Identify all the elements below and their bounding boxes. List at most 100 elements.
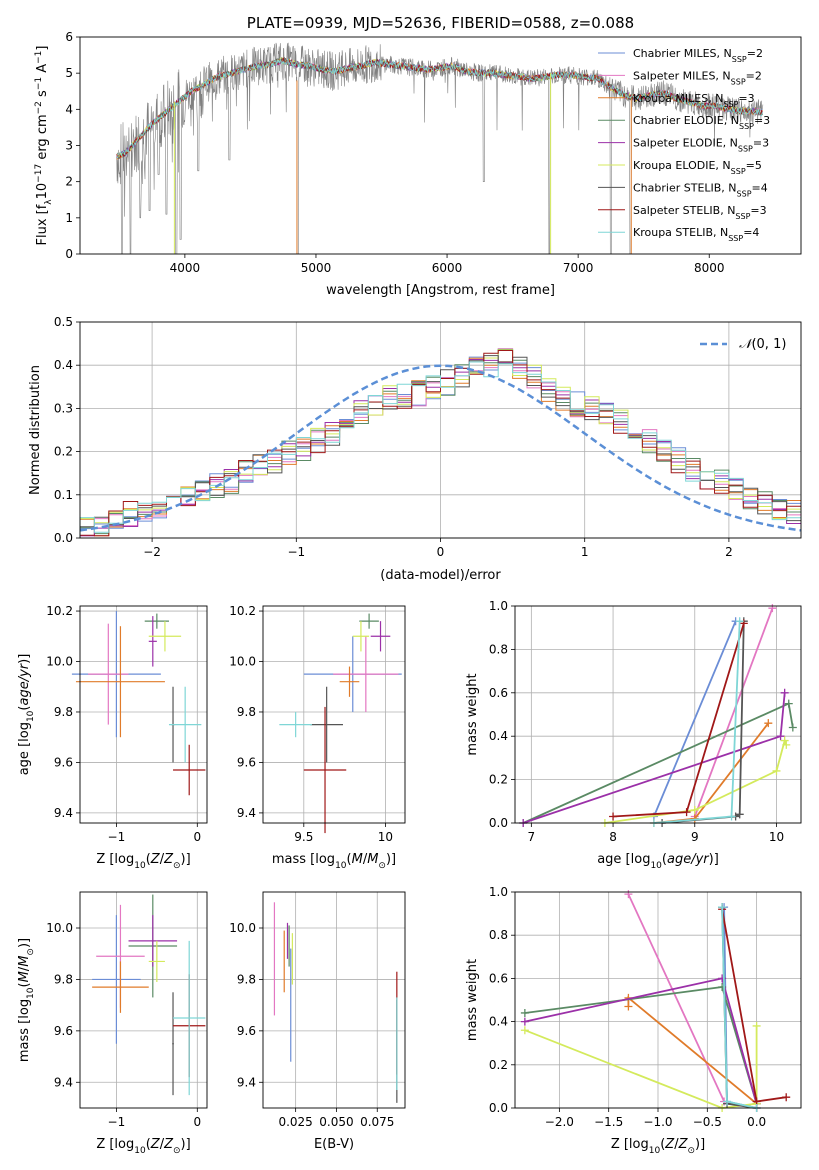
- series-marker: [735, 810, 744, 819]
- x-axis-label-part: (: [662, 852, 667, 867]
- y-tick-label: 9.6: [237, 1024, 256, 1038]
- legend-entry-label: Kroupa ELODIE, N: [633, 159, 731, 172]
- x-axis-label: wavelength [Angstrom, rest frame]: [326, 283, 555, 298]
- y-tick-label: 10.0: [229, 921, 256, 935]
- x-axis-label: age [log10(age/yr)]: [597, 852, 719, 871]
- series-marker: [520, 1008, 529, 1017]
- legend-entry-label: Kroupa STELIB, N: [633, 226, 728, 239]
- legend-entry-count: =4: [743, 226, 759, 239]
- y-axis-label-part: )]: [17, 654, 32, 664]
- legend-entry-count: =4: [752, 181, 768, 194]
- legend-entry-sub: SSP: [723, 99, 738, 108]
- y-axis-label: age [log10(age/yr)]: [17, 654, 36, 776]
- x-axis-label-part: M: [367, 852, 378, 867]
- y-tick-label: 0.0: [489, 816, 508, 830]
- x-axis-label-part: (: [660, 1137, 665, 1152]
- series-marker: [520, 1017, 529, 1026]
- x-tick-label: −2: [143, 545, 161, 559]
- legend-entry-sub: SSP: [728, 234, 743, 243]
- legend-entry: Chabrier STELIB, NSSP=4: [633, 181, 768, 198]
- y-axis-label-part: (: [17, 706, 32, 711]
- legend-entry-label: Kroupa MILES, N: [633, 92, 723, 105]
- x-tick-label: 10: [769, 830, 784, 844]
- x-axis-label-part: (: [146, 1137, 151, 1152]
- series-marker: [752, 1021, 761, 1030]
- y-axis-label-part: −1: [34, 77, 44, 90]
- y-tick-label: 0.1: [54, 488, 73, 502]
- y-tick-label: 3: [65, 139, 73, 153]
- normal-curve: [79, 364, 802, 532]
- spectrum-panel: 4000 5000 6000 7000 8000 0 1 2 3 4 5 6 Chabrier MILE…: [34, 14, 802, 298]
- y-tick-label: 10.2: [46, 604, 73, 618]
- y-tick-label: 0.8: [489, 642, 508, 656]
- series-line: [613, 623, 745, 818]
- y-tick-label: 0.2: [489, 1058, 508, 1072]
- y-tick-label: 2: [65, 175, 73, 189]
- y-axis-label-part: M: [17, 971, 32, 982]
- x-axis-label: Z [log10(Z/Z⊙)]: [96, 1137, 190, 1156]
- series-marker: [780, 736, 789, 745]
- y-axis-label-part: λ: [44, 199, 54, 205]
- legend-entry: Chabrier MILES, NSSP=2: [633, 47, 763, 64]
- series-marker: [782, 740, 791, 749]
- x-axis-label-part: 10: [134, 1146, 146, 1156]
- y-tick-label: 0.2: [489, 773, 508, 787]
- legend-entry-sub: SSP: [739, 122, 754, 131]
- histogram-series: [79, 361, 801, 538]
- x-tick-label: 7000: [563, 261, 594, 275]
- series-marker: [784, 699, 793, 708]
- x-tick-label: 8000: [694, 261, 725, 275]
- legend-entry-args: (0, 1): [751, 337, 786, 352]
- series-line: [721, 909, 787, 1103]
- series-line: [693, 607, 774, 817]
- axes-frame: [79, 321, 802, 539]
- legend-entry: Salpeter ELODIE, NSSP=3: [633, 137, 769, 154]
- x-tick-label: 5000: [301, 261, 332, 275]
- x-tick-label: 2: [725, 545, 733, 559]
- y-axis-label-part: mass [log: [17, 999, 32, 1062]
- y-axis-label-part: )]: [17, 938, 32, 948]
- x-axis-label-part: Z: [678, 1137, 689, 1152]
- x-axis-label: Z [log10(Z/Z⊙)]: [611, 1137, 705, 1156]
- plot-area: [520, 890, 791, 1112]
- mass-vs-extinction-panel: 0.025 0.050 0.075 9.4 9.6 9.8 10.0 E(B-V): [229, 891, 406, 1152]
- y-tick-label: 9.4: [54, 806, 73, 820]
- legend-entry-count: =3: [753, 137, 769, 150]
- series-marker: [780, 688, 789, 697]
- y-axis-label-part: erg cm: [35, 114, 50, 163]
- x-axis-label-part: ⊙: [378, 861, 386, 871]
- y-tick-label: 6: [65, 30, 73, 44]
- series-marker: [682, 808, 691, 817]
- x-tick-label: 0: [193, 830, 201, 844]
- axes-frame: [514, 891, 802, 1109]
- y-tick-label: 0.0: [54, 531, 73, 545]
- age-vs-metallicity-panel: −1 09.49.69.810.010.2Z [log10(Z/Z⊙)]age […: [17, 604, 208, 871]
- series-line: [653, 621, 741, 824]
- x-tick-label: 0: [437, 545, 445, 559]
- legend-entry: Kroupa MILES, NSSP=3: [633, 92, 755, 109]
- y-tick-label: 1.0: [489, 885, 508, 899]
- series-marker: [723, 1097, 732, 1106]
- legend-entry: Chabrier ELODIE, NSSP=3: [633, 114, 770, 131]
- x-tick-label: 0.050: [319, 1115, 353, 1129]
- spectrum-plot-area: [116, 42, 764, 254]
- series-marker: [782, 1093, 791, 1102]
- legend-entry: 𝒩(0, 1): [739, 337, 786, 352]
- series-marker: [768, 604, 777, 613]
- y-tick-label: 9.8: [54, 705, 73, 719]
- y-tick-label: 10.0: [46, 655, 73, 669]
- legend-entry-sub: SSP: [731, 167, 746, 176]
- series-marker: [739, 619, 748, 628]
- x-axis-label-part: M: [352, 852, 363, 867]
- x-axis-label-part: mass [log: [272, 852, 335, 867]
- model-spectrum: [116, 58, 763, 159]
- series-marker: [735, 617, 744, 626]
- series-marker: [788, 723, 797, 732]
- y-axis-label-part: −2: [34, 101, 44, 114]
- y-tick-label: 9.8: [54, 972, 73, 986]
- x-axis-label-part: ⊙: [687, 1146, 695, 1156]
- series-line: [653, 620, 737, 817]
- y-tick-label: 0.5: [54, 315, 73, 329]
- x-tick-label: −2.0: [545, 1115, 574, 1129]
